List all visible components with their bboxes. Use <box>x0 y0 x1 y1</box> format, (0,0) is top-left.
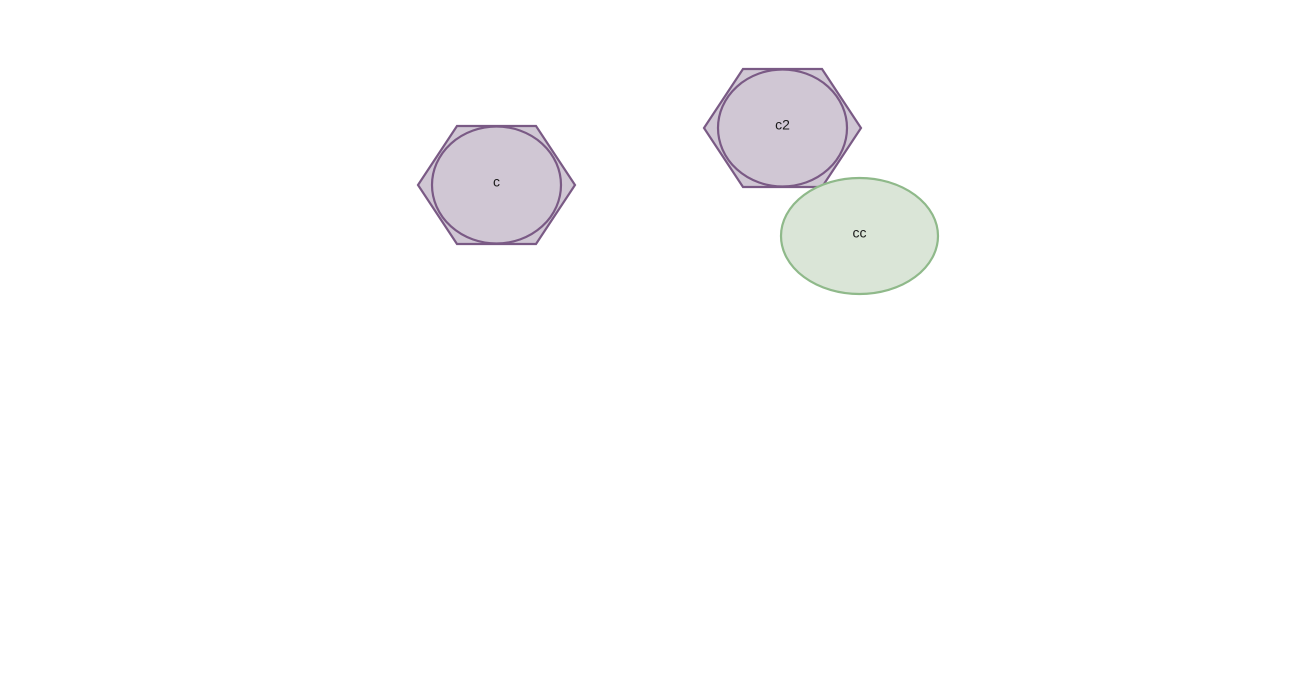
node-label: cc <box>853 225 867 241</box>
ellipse-shape <box>430 125 563 245</box>
ellipse-shape <box>779 176 940 296</box>
node-label: c2 <box>775 117 790 133</box>
node-cc[interactable]: cc <box>779 176 940 296</box>
ellipse-shape <box>716 68 849 188</box>
node-label: c <box>493 174 500 190</box>
node-c[interactable]: c <box>416 124 577 246</box>
node-c2[interactable]: c2 <box>702 67 863 189</box>
